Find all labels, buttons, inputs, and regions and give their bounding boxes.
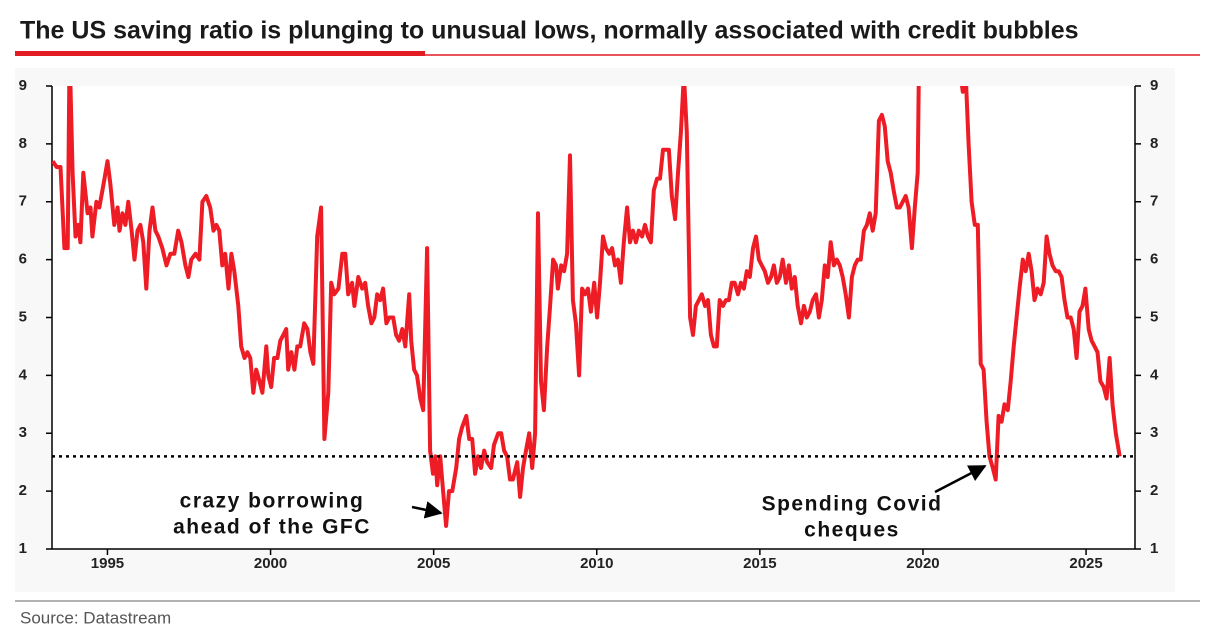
y-tick-label: 9 (19, 77, 27, 94)
y-tick-label: 9 (1150, 77, 1158, 94)
y-tick-label: 5 (1150, 308, 1158, 325)
title-accent (15, 51, 425, 56)
y-tick-label: 3 (1150, 424, 1158, 441)
x-tick-label: 2005 (417, 555, 450, 572)
plot-marks (52, 86, 1122, 528)
y-tick-label: 8 (1150, 135, 1158, 152)
x-tick-label: 1995 (91, 555, 124, 572)
y-tick-label: 1 (1150, 540, 1158, 557)
x-tick-label: 2025 (1069, 555, 1102, 572)
y-tick-label: 2 (19, 482, 27, 499)
y-tick-label: 4 (19, 366, 28, 383)
annotation: ahead of the GFC (173, 516, 371, 539)
source: Source: Datastream (20, 608, 171, 627)
x-tick-label: 2010 (580, 555, 613, 572)
x-tick-label: 2000 (254, 555, 287, 572)
chart-title: The US saving ratio is plunging to unusu… (20, 17, 1079, 45)
annotation-arrow (411, 501, 443, 519)
annotation: Spending Covid (762, 493, 943, 516)
y-tick-label: 1 (19, 540, 27, 557)
y-tick-label: 6 (19, 251, 27, 268)
y-tick-label: 2 (1150, 482, 1158, 499)
saving-ratio-line (52, 86, 1122, 528)
x-tick-label: 2015 (743, 555, 776, 572)
annotation-arrow (934, 464, 987, 494)
y-tick-label: 7 (19, 193, 27, 210)
y-tick-label: 7 (1150, 193, 1158, 210)
x-tick-label: 2020 (906, 555, 939, 572)
y-tick-label: 5 (19, 308, 27, 325)
plot-area (52, 86, 1135, 549)
annotation: crazy borrowing (180, 490, 365, 513)
y-tick-label: 3 (19, 424, 27, 441)
y-tick-label: 8 (19, 135, 27, 152)
y-tick-label: 6 (1150, 251, 1158, 268)
y-tick-label: 4 (1150, 366, 1159, 383)
annotation: cheques (804, 519, 900, 542)
